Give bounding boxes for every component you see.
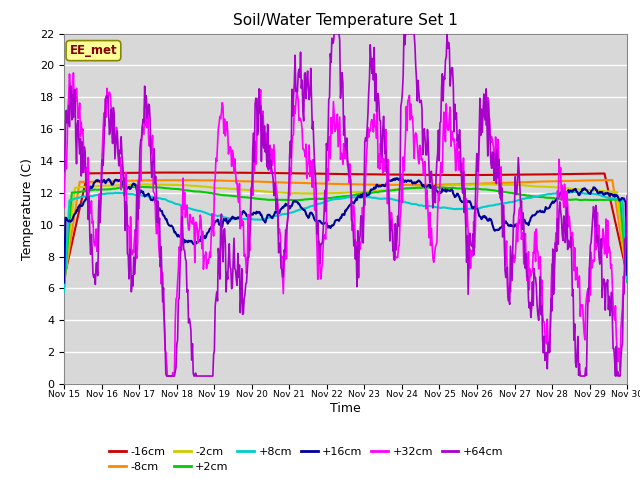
Legend: -16cm, -8cm, -2cm, +2cm, +8cm, +16cm, +32cm, +64cm: -16cm, -8cm, -2cm, +2cm, +8cm, +16cm, +3… [104,442,508,477]
Title: Soil/Water Temperature Set 1: Soil/Water Temperature Set 1 [233,13,458,28]
X-axis label: Time: Time [330,402,361,415]
Text: EE_met: EE_met [70,44,117,57]
Y-axis label: Temperature (C): Temperature (C) [22,158,35,260]
